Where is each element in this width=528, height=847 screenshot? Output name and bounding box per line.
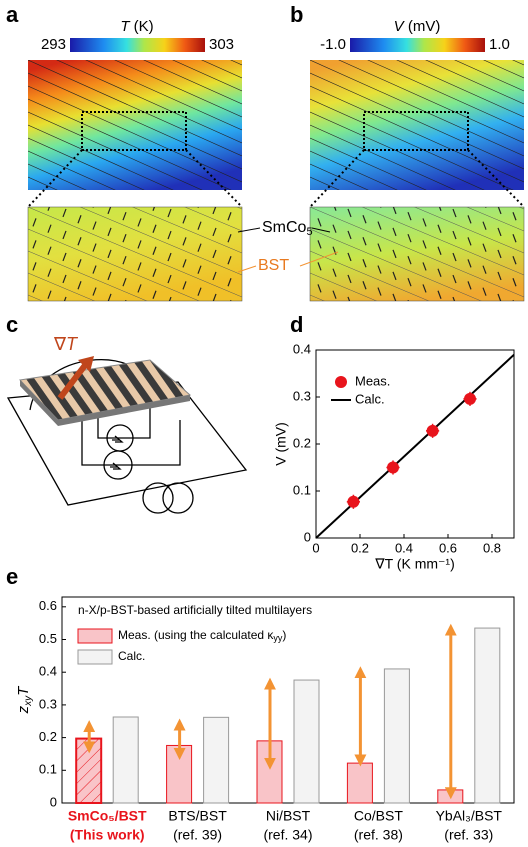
y-tick-label: 0.4 [39,664,57,679]
panel-label: b [290,2,303,27]
y-tick-label: 0.2 [39,729,57,744]
legend-label: Meas. [355,373,390,388]
bar [346,762,373,804]
data-point [426,424,439,437]
y-axis-label-part: xy [23,695,34,707]
panel-b: b V (mV) -1.0 1.0 [290,2,510,53]
bar [383,668,410,804]
colorbar-min: -1.0 [320,36,346,53]
x-tick-label: 0.6 [439,540,457,555]
panel-label: d [290,312,303,337]
legend-label-part: Calc. [118,649,145,663]
y-tick-label: 0 [304,529,311,544]
x-tick-label: 0.8 [483,540,501,555]
colorbar-max: 303 [209,36,234,53]
panel-label: a [6,2,19,27]
x-tick-label: (ref. 34) [263,827,312,843]
y-axis-label: V (mV) [273,422,289,466]
x-tick-label: 0.2 [351,540,369,555]
y-axis-label-part: T [15,685,32,696]
legend-label: Calc. [355,391,385,406]
y-tick-label: 0.3 [293,388,311,403]
bar [112,716,139,804]
gradient-label: ∇T [53,334,79,354]
x-tick-label: SmCo₅/BST [68,808,147,824]
x-tick-label: 0.4 [395,540,413,555]
legend-label-part: yy [273,633,283,643]
x-tick-label: 0 [312,540,319,555]
bar [203,716,230,804]
legend-swatch [77,649,113,665]
panel-label: c [6,312,18,337]
colorbar-max: 1.0 [489,36,510,53]
bar [474,627,501,804]
y-tick-label: 0.2 [293,435,311,450]
x-tick-label: Ni/BST [266,808,311,824]
y-axis-label: zxyT [15,685,34,715]
panel-a: a T (K) 293 303 [6,2,234,53]
annotation: BST [258,257,289,274]
bar [293,679,320,804]
y-tick-label: 0.1 [293,482,311,497]
bar [75,737,103,804]
x-tick-label: (ref. 33) [444,827,493,843]
bar [166,744,193,804]
panel-label: e [6,564,18,589]
plot-frame [61,596,515,804]
chart-title: n-X/p-BST-based artificially tilted mult… [78,603,312,617]
x-tick-label: Co/BST [354,808,403,824]
y-tick-label: 0.1 [39,762,57,777]
legend-label: Meas. (using the calculated κyy) [118,628,286,643]
y-tick-label: 0.6 [39,598,57,613]
legend-label: Calc. [118,649,145,663]
x-tick-label: (This work) [70,827,145,843]
panel-art [6,38,525,514]
y-tick-label: 0.3 [39,696,57,711]
colorbar-title: T (K) [120,18,153,35]
x-axis-label: ∇T (K mm⁻¹) [374,556,454,572]
y-tick-label: 0.4 [293,341,311,356]
legend-label-part: ) [282,628,286,642]
legend-marker [335,376,347,388]
x-tick-label: BTS/BST [168,808,227,824]
y-tick-label: 0 [50,794,57,809]
colorbar-min: 293 [41,36,66,53]
x-tick-label: (ref. 38) [354,827,403,843]
x-tick-label: (ref. 39) [173,827,222,843]
legend-swatch [77,628,113,644]
data-point [464,392,476,405]
calc-line [315,353,515,539]
annotation: SmCo5 [262,219,313,238]
data-point [387,461,399,474]
y-tick-label: 0.5 [39,631,57,646]
y-axis-label-part: z [15,705,32,714]
legend-label-part: Meas. (using the calculated κ [118,628,274,642]
data-point [347,495,360,508]
x-tick-label: YbAl₃/BST [436,808,503,824]
colorbar-title: V (mV) [394,18,441,35]
